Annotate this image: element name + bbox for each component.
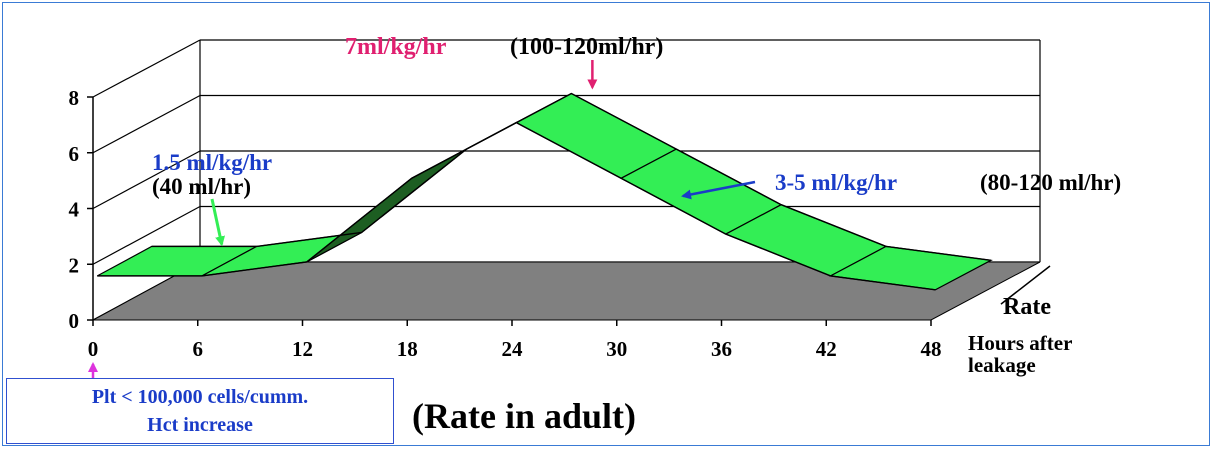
chart-caption: (Rate in adult)	[412, 396, 636, 436]
x-tick-label: 18	[397, 337, 418, 361]
descending-rate-label: 3-5 ml/kg/hr	[775, 170, 897, 195]
x-tick-label: 30	[606, 337, 627, 361]
x-tick-label: 12	[292, 337, 313, 361]
peak-rate-label: 7ml/kg/hr	[345, 34, 447, 60]
initial-rate-label: 1.5 ml/kg/hr	[152, 150, 272, 175]
ribbon-back-edge	[151, 92, 992, 261]
descending-arrow	[681, 180, 756, 200]
y-tick-label: 0	[69, 309, 80, 333]
y-tick-label: 4	[69, 198, 80, 222]
x-tick-label: 0	[88, 337, 99, 361]
side-gridline	[92, 205, 201, 265]
y-tick-label: 8	[69, 86, 80, 110]
x-axis-label-line1: Hours after	[968, 331, 1072, 355]
platelet-note-box: Plt < 100,000 cells/cumm. Hct increase	[6, 378, 394, 444]
y-tick-label: 6	[69, 142, 80, 166]
side-gridline	[92, 94, 201, 154]
descending-volume-label: (80-120 ml/hr)	[980, 170, 1121, 195]
x-tick-label: 36	[711, 337, 732, 361]
chart-floor	[92, 261, 1041, 321]
annotation-arrows	[88, 60, 756, 384]
x-axis-label-line2: leakage	[968, 353, 1036, 377]
platelet-note-line1: Plt < 100,000 cells/cumm.	[91, 386, 309, 408]
depth-axis-label: Rate	[1003, 294, 1051, 320]
depth-axis-line	[1000, 265, 1051, 305]
x-tick-label: 42	[816, 337, 837, 361]
initial-arrow	[210, 198, 225, 247]
y-tick-label: 2	[69, 253, 80, 277]
side-gridline	[92, 150, 201, 210]
platelet-note-line2: Hct increase	[147, 414, 253, 436]
x-tick-label: 48	[921, 337, 942, 361]
x-tick-label: 6	[193, 337, 204, 361]
peak-volume-label: (100-120ml/hr)	[510, 34, 663, 60]
side-gridline	[92, 39, 201, 98]
x-tick-label: 24	[502, 337, 524, 361]
ribbon-segment	[306, 148, 467, 263]
chart-walls	[92, 39, 1041, 321]
initial-volume-label: (40 ml/hr)	[152, 174, 251, 199]
